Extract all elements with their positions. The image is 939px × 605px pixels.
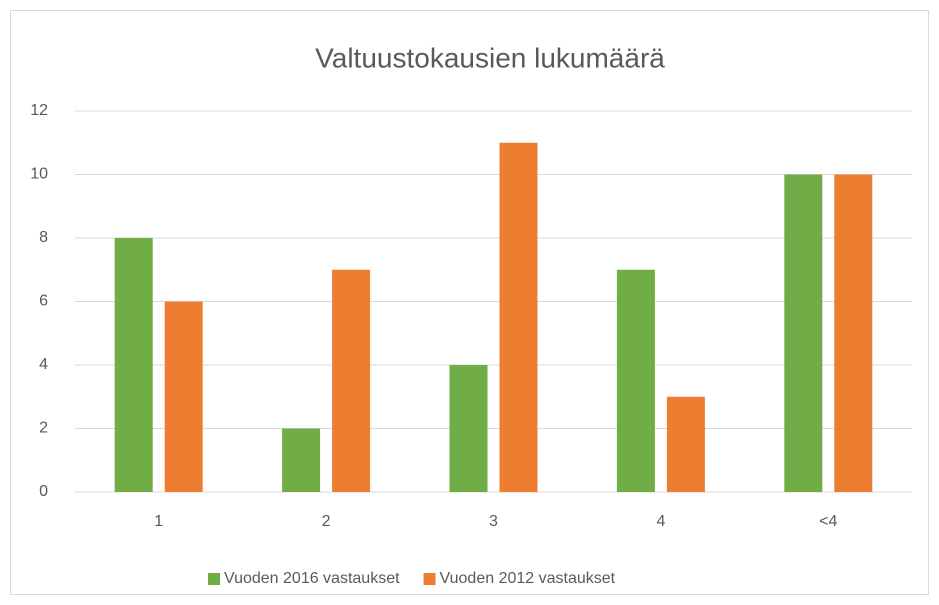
legend-swatch bbox=[208, 573, 220, 585]
bar bbox=[784, 174, 823, 492]
x-tick-label: 3 bbox=[489, 513, 498, 530]
y-tick-label: 2 bbox=[39, 420, 48, 437]
y-tick-label: 6 bbox=[39, 293, 48, 310]
x-tick-label: 1 bbox=[154, 513, 163, 530]
legend-label: Vuoden 2016 vastaukset bbox=[224, 570, 400, 587]
chart-title: Valtuustokausien lukumäärä bbox=[315, 42, 665, 73]
y-tick-label: 0 bbox=[39, 483, 48, 500]
y-tick-label: 4 bbox=[39, 356, 48, 373]
bar bbox=[834, 174, 873, 492]
bar bbox=[499, 142, 538, 492]
bar bbox=[449, 365, 488, 492]
y-tick-label: 12 bbox=[30, 102, 48, 119]
bar bbox=[164, 301, 203, 492]
bar bbox=[616, 269, 655, 492]
bar bbox=[282, 428, 321, 492]
bar bbox=[114, 238, 153, 492]
chart-border bbox=[10, 10, 929, 595]
x-tick-label: <4 bbox=[819, 513, 837, 530]
legend-label: Vuoden 2012 vastaukset bbox=[440, 570, 616, 587]
y-tick-label: 10 bbox=[30, 166, 48, 183]
bar bbox=[332, 269, 371, 492]
bar bbox=[666, 396, 705, 492]
x-tick-label: 2 bbox=[322, 513, 331, 530]
x-tick-label: 4 bbox=[656, 513, 665, 530]
legend-swatch bbox=[423, 573, 436, 585]
y-tick-label: 8 bbox=[39, 229, 48, 246]
